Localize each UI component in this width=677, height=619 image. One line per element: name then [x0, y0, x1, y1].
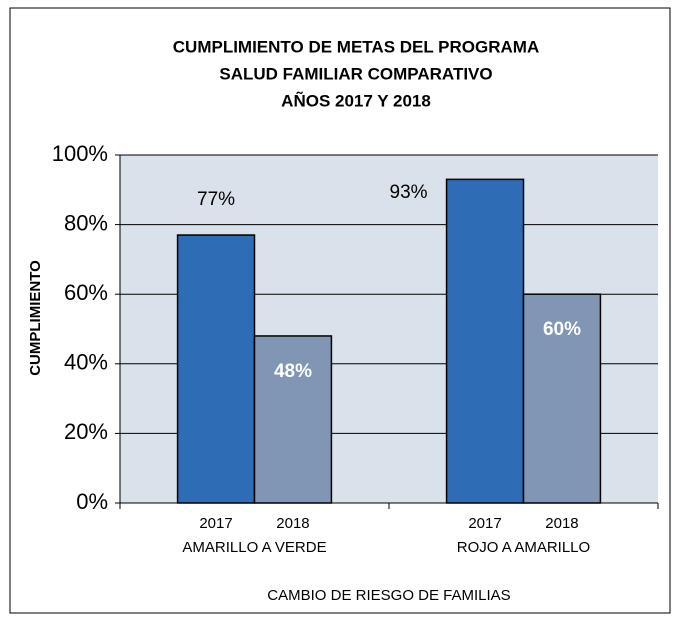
x-tick-label: ROJO A AMARILLO: [457, 539, 590, 556]
series-label: 2017: [468, 515, 501, 532]
chart-title: SALUD FAMILIAR COMPARATIVO: [219, 64, 492, 83]
y-tick-label: 40%: [64, 350, 108, 375]
y-tick-label: 60%: [64, 280, 108, 305]
bar: [522, 293, 602, 504]
y-axis-label: CUMPLIMIENTO: [27, 260, 44, 376]
value-label: 93%: [390, 182, 428, 203]
bar: [445, 178, 525, 504]
x-axis-label: CAMBIO DE RIESGO DE FAMILIAS: [267, 587, 510, 604]
chart-title: AÑOS 2017 Y 2018: [281, 90, 431, 110]
y-tick-label: 0%: [76, 489, 108, 514]
y-tick-label: 20%: [64, 419, 108, 444]
series-label: 2017: [199, 515, 232, 532]
series-label: 2018: [545, 515, 578, 532]
y-tick-label: 100%: [52, 141, 108, 166]
bar: [253, 335, 333, 504]
x-tick-label: AMARILLO A VERDE: [182, 539, 326, 556]
value-label: 48%: [274, 361, 312, 382]
value-label: 60%: [543, 319, 581, 340]
series-label: 2018: [276, 515, 309, 532]
bar: [176, 234, 256, 504]
chart-title: CUMPLIMIENTO DE METAS DEL PROGRAMA: [173, 37, 539, 56]
value-label: 77%: [197, 189, 235, 210]
y-tick-label: 80%: [64, 210, 108, 235]
